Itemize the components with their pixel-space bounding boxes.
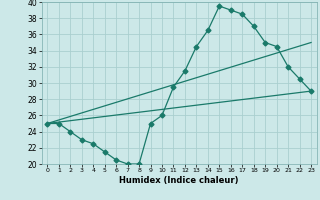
X-axis label: Humidex (Indice chaleur): Humidex (Indice chaleur) xyxy=(119,176,239,185)
